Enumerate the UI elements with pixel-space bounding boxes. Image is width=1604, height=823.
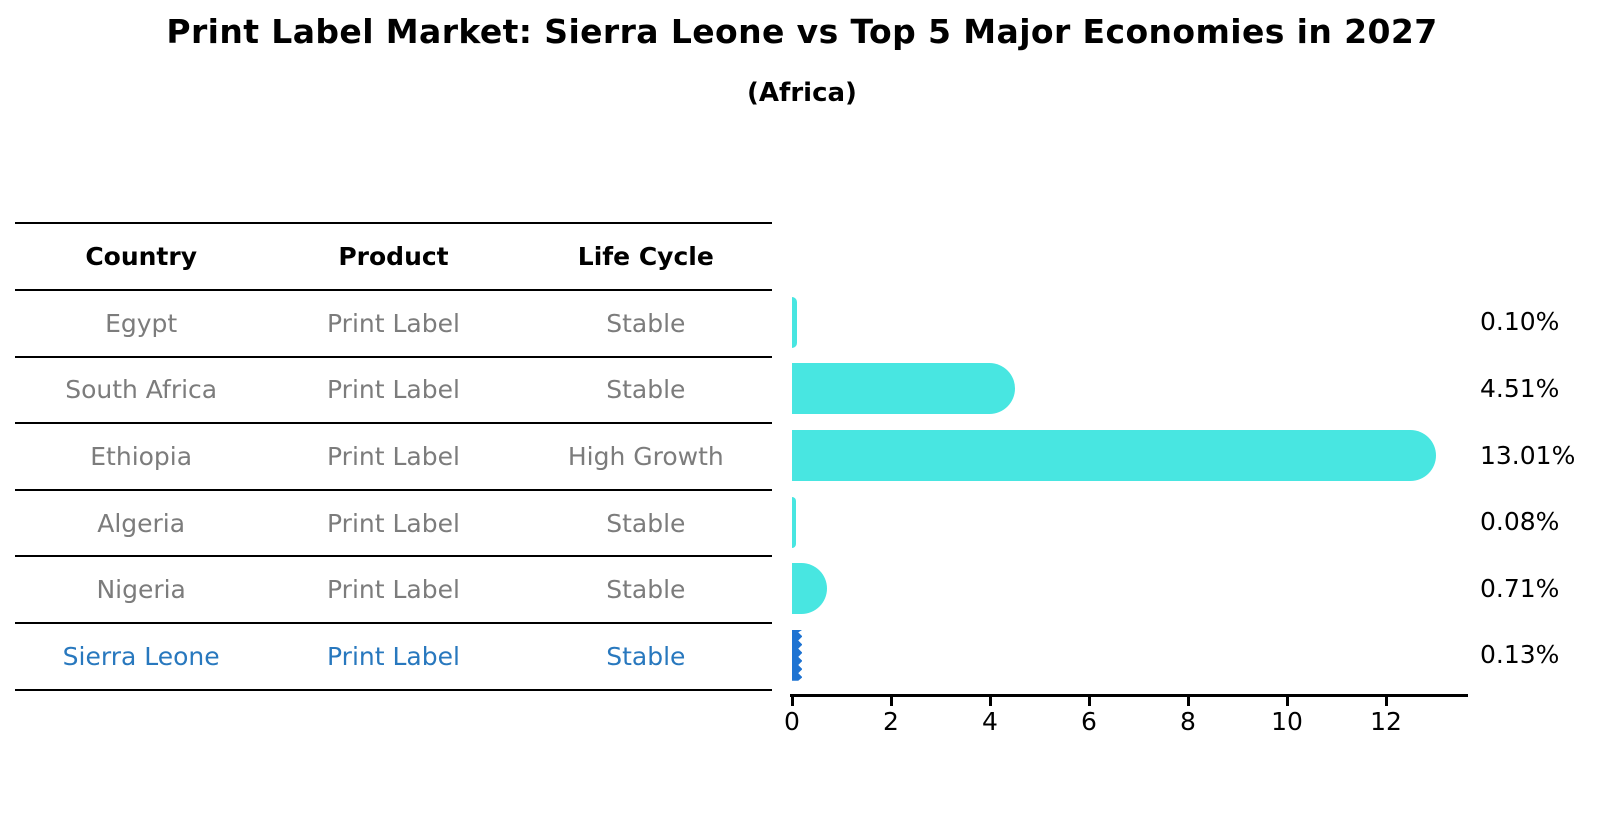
table-header-product: Product: [338, 242, 449, 271]
cell-lifecycle: Stable: [606, 575, 686, 605]
cell-lifecycle: Stable: [606, 375, 686, 405]
x-axis-line: [790, 694, 1468, 697]
cell-country: Egypt: [105, 308, 178, 338]
x-axis-tick: [1088, 695, 1091, 706]
x-tick-label: 0: [784, 707, 800, 736]
value-label-nigeria: 0.71%: [1480, 573, 1560, 603]
cell-country: Sierra Leone: [62, 641, 220, 671]
x-axis-tick: [1385, 695, 1388, 706]
x-tick-label: 6: [1081, 707, 1097, 736]
table-row: South Africa Print Label Stable: [15, 358, 772, 425]
cell-product: Print Label: [327, 508, 460, 538]
table-row: Egypt Print Label Stable: [15, 291, 772, 358]
cell-country: Nigeria: [96, 575, 186, 605]
x-tick-label: 10: [1271, 707, 1303, 736]
x-axis-tick: [1187, 695, 1190, 706]
x-tick-label: 8: [1180, 707, 1196, 736]
cell-lifecycle: High Growth: [567, 441, 724, 471]
table-row-highlight-sierra-leone: Sierra Leone Print Label Stable: [15, 624, 772, 691]
x-axis-tick: [1286, 695, 1289, 706]
x-axis-tick: [890, 695, 893, 706]
chart-subtitle: (Africa): [747, 78, 857, 108]
table-row: Algeria Print Label Stable: [15, 491, 772, 558]
table-header-country: Country: [85, 242, 198, 271]
table-header-row: Country Product Life Cycle: [15, 222, 772, 291]
x-axis-tick: [989, 695, 992, 706]
cell-product: Print Label: [327, 308, 460, 338]
cell-product: Print Label: [327, 441, 460, 471]
bar-egypt: [792, 296, 797, 348]
x-axis-tick: [791, 695, 794, 706]
cell-lifecycle: Stable: [606, 641, 686, 671]
cell-product: Print Label: [327, 575, 460, 605]
bar-algeria: [792, 496, 796, 548]
cell-country: Ethiopia: [90, 441, 193, 471]
cell-product: Print Label: [327, 375, 460, 405]
table-row: Nigeria Print Label Stable: [15, 557, 772, 624]
bar-ethiopia: [792, 430, 1436, 481]
cell-lifecycle: Stable: [606, 308, 686, 338]
cell-country: South Africa: [65, 375, 218, 405]
bar-nigeria: [792, 563, 828, 615]
country-table: Country Product Life Cycle Egypt Print L…: [15, 222, 772, 691]
x-tick-label: 2: [883, 707, 899, 736]
bar-sierra-leone: [792, 629, 803, 681]
x-tick-label: 4: [982, 707, 998, 736]
value-label-south-africa: 4.51%: [1480, 373, 1560, 403]
value-label-algeria: 0.08%: [1480, 507, 1560, 537]
value-label-ethiopia: 13.01%: [1480, 440, 1576, 470]
table-row: Ethiopia Print Label High Growth: [15, 424, 772, 491]
cell-country: Algeria: [97, 508, 186, 538]
value-label-egypt: 0.10%: [1480, 307, 1560, 337]
chart-title: Print Label Market: Sierra Leone vs Top …: [166, 12, 1438, 51]
cell-product: Print Label: [327, 641, 460, 671]
cell-lifecycle: Stable: [606, 508, 686, 538]
table-header-lifecycle: Life Cycle: [577, 242, 714, 271]
value-label-sierra-leone: 0.13%: [1480, 640, 1560, 670]
bar-south-africa: [792, 363, 1016, 415]
x-tick-label: 12: [1370, 707, 1402, 736]
